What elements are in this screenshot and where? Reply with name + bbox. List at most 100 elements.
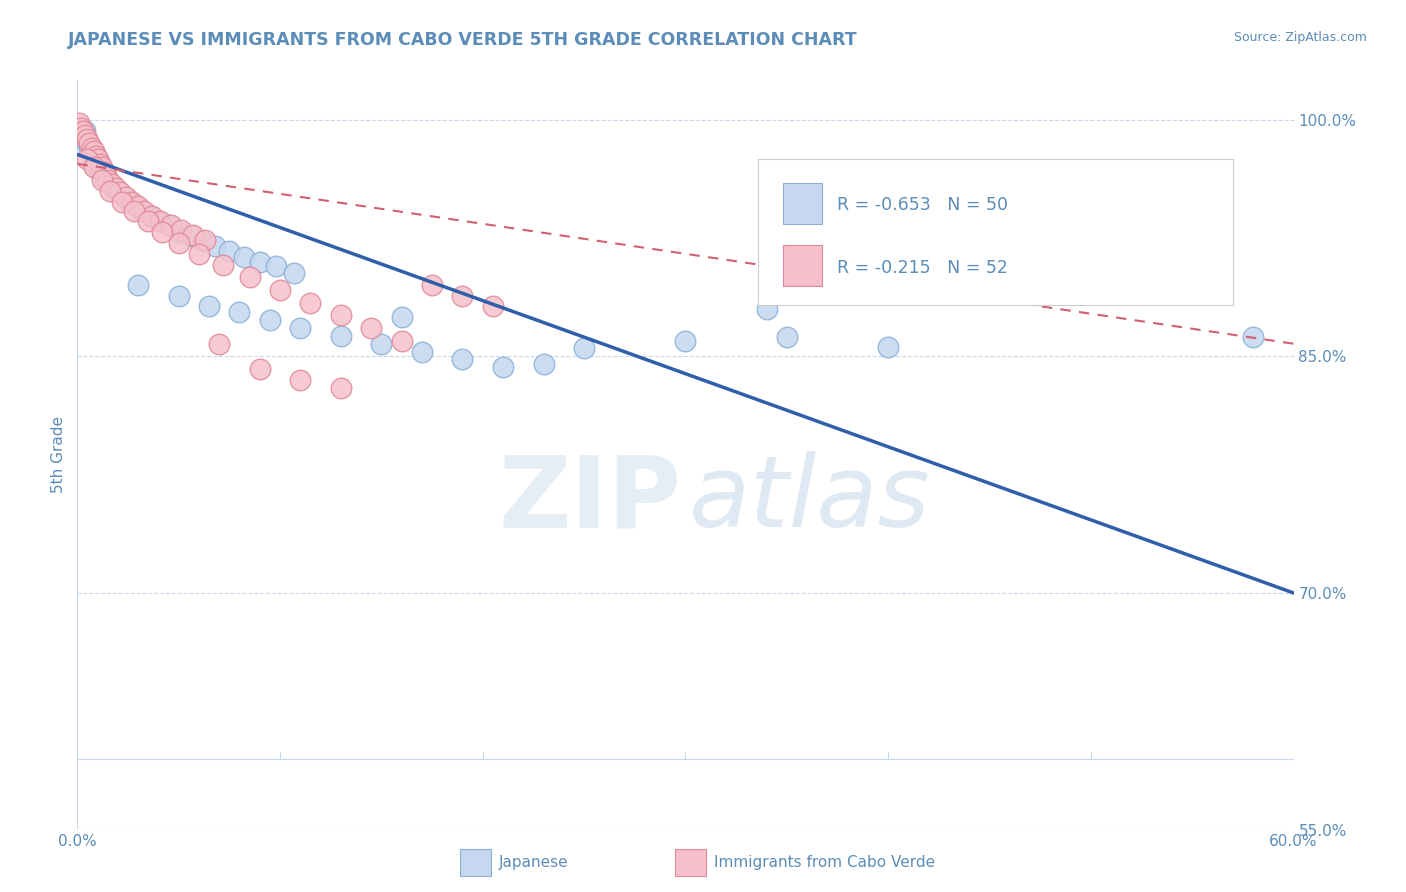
- Y-axis label: 5th Grade: 5th Grade: [51, 417, 66, 493]
- Text: Japanese: Japanese: [499, 855, 569, 870]
- Point: [127, 199, 149, 213]
- Point: [755, 301, 778, 316]
- Point: [93, 171, 115, 186]
- Point: [411, 344, 433, 359]
- Point: [76, 136, 98, 151]
- Point: [299, 295, 322, 310]
- Point: [572, 342, 595, 356]
- Text: Immigrants from Cabo Verde: Immigrants from Cabo Verde: [714, 855, 935, 870]
- Point: [420, 278, 443, 293]
- Point: [70, 124, 93, 138]
- Point: [97, 176, 120, 190]
- Point: [218, 244, 240, 258]
- Point: [259, 313, 281, 327]
- Point: [167, 289, 190, 303]
- Point: [79, 136, 101, 151]
- Point: [1241, 330, 1264, 344]
- Text: Source: ZipAtlas.com: Source: ZipAtlas.com: [1233, 31, 1367, 45]
- Point: [157, 219, 180, 233]
- Point: [492, 360, 515, 375]
- FancyBboxPatch shape: [758, 159, 1233, 305]
- Point: [94, 168, 117, 182]
- Text: R = -0.653   N = 50: R = -0.653 N = 50: [838, 196, 1008, 214]
- Point: [167, 235, 190, 250]
- Point: [84, 149, 107, 163]
- Point: [93, 165, 115, 179]
- Point: [80, 145, 103, 160]
- Point: [188, 247, 211, 261]
- Point: [108, 186, 131, 200]
- Point: [90, 160, 112, 174]
- Point: [191, 234, 214, 248]
- Point: [84, 157, 107, 171]
- Point: [97, 172, 120, 186]
- Point: [121, 194, 143, 209]
- Point: [141, 209, 163, 223]
- Point: [152, 225, 174, 239]
- Point: [533, 357, 555, 371]
- Point: [67, 116, 90, 130]
- Point: [83, 145, 105, 159]
- Text: R = -0.215   N = 52: R = -0.215 N = 52: [838, 259, 1008, 277]
- Point: [391, 310, 413, 324]
- Point: [159, 219, 181, 233]
- Point: [98, 184, 121, 198]
- Point: [451, 352, 474, 367]
- Point: [131, 204, 153, 219]
- Point: [122, 204, 145, 219]
- Point: [75, 128, 97, 143]
- Point: [89, 157, 111, 171]
- Point: [79, 141, 101, 155]
- Point: [249, 362, 271, 376]
- Point: [329, 308, 352, 322]
- Point: [194, 233, 217, 247]
- Point: [232, 250, 254, 264]
- Point: [208, 336, 231, 351]
- Point: [198, 299, 221, 313]
- Bar: [783, 245, 821, 286]
- Point: [290, 321, 312, 335]
- Point: [89, 165, 111, 179]
- Point: [877, 340, 900, 354]
- Point: [76, 152, 98, 166]
- Point: [83, 152, 105, 166]
- Point: [283, 266, 305, 280]
- Point: [125, 199, 148, 213]
- Point: [101, 178, 124, 192]
- Point: [776, 330, 799, 344]
- Point: [170, 223, 193, 237]
- Point: [107, 186, 129, 200]
- Text: atlas: atlas: [689, 451, 931, 549]
- Point: [360, 321, 382, 335]
- Point: [70, 120, 93, 135]
- Text: JAPANESE VS IMMIGRANTS FROM CABO VERDE 5TH GRADE CORRELATION CHART: JAPANESE VS IMMIGRANTS FROM CABO VERDE 5…: [67, 31, 858, 49]
- Point: [180, 229, 202, 244]
- Point: [118, 194, 141, 209]
- Bar: [783, 183, 821, 224]
- Point: [76, 131, 98, 145]
- Point: [111, 194, 134, 209]
- Point: [204, 239, 226, 253]
- Point: [451, 289, 474, 303]
- Point: [149, 213, 172, 227]
- Point: [148, 213, 170, 227]
- Point: [139, 209, 162, 223]
- Point: [181, 227, 204, 242]
- Point: [80, 141, 103, 155]
- Point: [86, 152, 108, 166]
- Point: [72, 124, 94, 138]
- Point: [329, 381, 352, 395]
- Point: [103, 180, 125, 194]
- Point: [86, 160, 108, 174]
- Point: [72, 130, 94, 145]
- Point: [127, 278, 149, 293]
- Point: [104, 180, 127, 194]
- Text: ZIP: ZIP: [499, 451, 682, 549]
- Point: [167, 225, 190, 239]
- Point: [264, 260, 287, 274]
- Point: [329, 328, 352, 343]
- Point: [239, 270, 262, 285]
- Point: [83, 160, 105, 174]
- Point: [391, 334, 413, 348]
- Point: [249, 254, 271, 268]
